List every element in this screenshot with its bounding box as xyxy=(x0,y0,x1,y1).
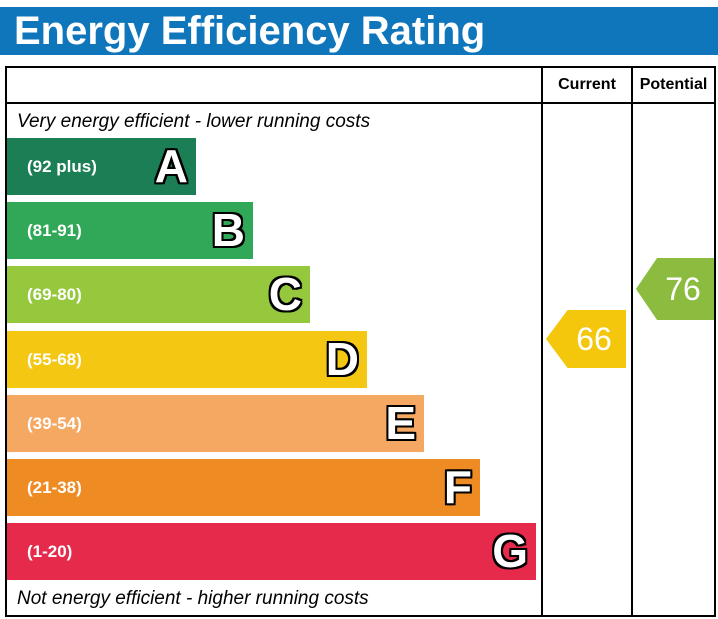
band-c-range: (69-80) xyxy=(27,284,82,304)
current-column-header: Current xyxy=(558,76,616,93)
potential-rating-value: 76 xyxy=(665,270,701,307)
band-f-letter: F xyxy=(443,461,472,513)
band-b-range: (81-91) xyxy=(27,220,82,240)
current-rating-arrow: 66 xyxy=(546,310,626,368)
band-e-letter: E xyxy=(385,397,416,449)
band-g-range: (1-20) xyxy=(27,541,73,561)
band-b-letter: B xyxy=(211,204,245,256)
band-c: (69-80) C xyxy=(7,266,310,323)
band-f: (21-38) F xyxy=(7,459,480,516)
band-e-range: (39-54) xyxy=(27,413,82,433)
band-g: (1-20) G xyxy=(7,523,536,580)
rating-table: Current Potential Very energy efficient … xyxy=(5,66,716,617)
current-rating-value: 66 xyxy=(576,320,612,357)
bottom-note: Not energy efficient - higher running co… xyxy=(17,588,369,609)
band-a-range: (92 plus) xyxy=(27,156,97,176)
band-g-letter: G xyxy=(492,525,528,577)
current-column-divider xyxy=(541,68,543,615)
band-d-letter: D xyxy=(325,333,359,385)
band-d: (55-68) D xyxy=(7,331,367,388)
band-b: (81-91) B xyxy=(7,202,253,259)
potential-column-header: Potential xyxy=(639,76,708,93)
chart-title: Energy Efficiency Rating xyxy=(14,9,486,53)
chart-title-bar: Energy Efficiency Rating xyxy=(0,7,718,55)
header-row-divider xyxy=(7,102,714,104)
potential-column-divider xyxy=(631,68,633,615)
band-e: (39-54) E xyxy=(7,395,424,452)
top-note: Very energy efficient - lower running co… xyxy=(17,111,371,132)
band-c-letter: C xyxy=(268,268,302,320)
band-a: (92 plus) A xyxy=(7,138,196,195)
band-f-range: (21-38) xyxy=(27,477,82,497)
potential-rating-arrow: 76 xyxy=(636,258,714,320)
band-a-letter: A xyxy=(154,140,188,192)
band-d-range: (55-68) xyxy=(27,349,82,369)
